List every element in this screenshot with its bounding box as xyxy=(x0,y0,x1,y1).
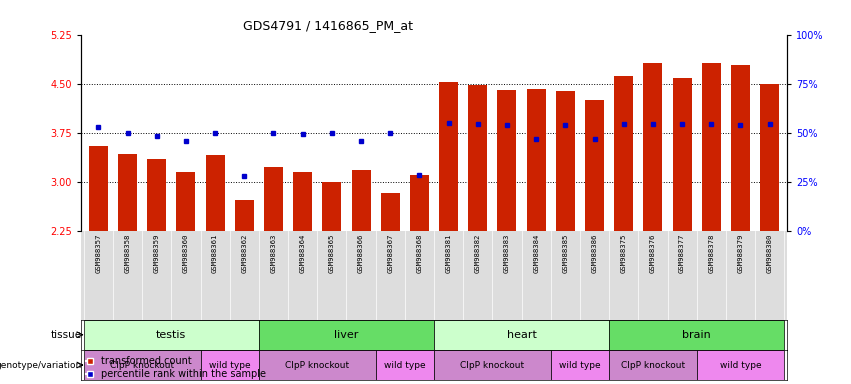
Bar xyxy=(498,90,517,230)
Legend: transformed count, percentile rank within the sample: transformed count, percentile rank withi… xyxy=(86,356,266,379)
Bar xyxy=(434,350,551,380)
Bar xyxy=(176,172,196,230)
Bar xyxy=(702,63,721,230)
Text: tissue: tissue xyxy=(50,330,82,340)
Title: GDS4791 / 1416865_PM_at: GDS4791 / 1416865_PM_at xyxy=(243,19,413,32)
Text: genotype/variation: genotype/variation xyxy=(0,361,82,369)
Text: GSM988376: GSM988376 xyxy=(650,233,656,273)
Bar xyxy=(294,172,312,230)
Text: GSM988366: GSM988366 xyxy=(358,233,364,273)
Bar xyxy=(201,350,259,380)
Bar xyxy=(259,350,375,380)
Bar xyxy=(323,182,341,230)
Bar xyxy=(585,100,604,230)
Text: brain: brain xyxy=(683,330,711,340)
Bar xyxy=(264,167,283,230)
Text: GSM988385: GSM988385 xyxy=(563,233,568,273)
Bar xyxy=(259,319,434,350)
Text: GSM988357: GSM988357 xyxy=(95,233,101,273)
Text: GSM988379: GSM988379 xyxy=(738,233,744,273)
Bar xyxy=(351,170,370,230)
Text: wild type: wild type xyxy=(720,361,762,369)
Text: GSM988378: GSM988378 xyxy=(708,233,714,273)
Bar xyxy=(434,319,609,350)
Bar xyxy=(551,350,609,380)
Text: GSM988375: GSM988375 xyxy=(620,233,626,273)
Bar xyxy=(380,193,400,230)
Text: GSM988384: GSM988384 xyxy=(534,233,540,273)
Text: GSM988381: GSM988381 xyxy=(446,233,452,273)
Text: testis: testis xyxy=(157,330,186,340)
Text: GSM988359: GSM988359 xyxy=(154,233,160,273)
Bar xyxy=(556,91,574,230)
Text: liver: liver xyxy=(334,330,358,340)
Text: GSM988360: GSM988360 xyxy=(183,233,189,273)
Bar xyxy=(760,84,780,230)
Text: GSM988382: GSM988382 xyxy=(475,233,481,273)
Bar xyxy=(439,81,458,230)
Bar xyxy=(147,159,166,230)
Text: GSM988368: GSM988368 xyxy=(416,233,422,273)
Text: GSM988365: GSM988365 xyxy=(328,233,334,273)
Bar xyxy=(118,154,137,230)
Bar xyxy=(643,63,662,230)
Bar xyxy=(83,350,201,380)
Text: GSM988377: GSM988377 xyxy=(679,233,685,273)
Text: GSM988361: GSM988361 xyxy=(212,233,218,273)
Bar xyxy=(375,350,434,380)
Text: GSM988380: GSM988380 xyxy=(767,233,773,273)
Bar xyxy=(206,156,225,230)
Text: GSM988364: GSM988364 xyxy=(300,233,306,273)
Text: ClpP knockout: ClpP knockout xyxy=(285,361,349,369)
Bar xyxy=(697,350,785,380)
Bar xyxy=(89,146,108,230)
Bar xyxy=(235,200,254,230)
Text: ClpP knockout: ClpP knockout xyxy=(621,361,685,369)
Bar xyxy=(609,319,785,350)
Bar xyxy=(83,319,259,350)
Text: GSM988367: GSM988367 xyxy=(387,233,393,273)
Text: GSM988362: GSM988362 xyxy=(242,233,248,273)
Text: GSM988358: GSM988358 xyxy=(124,233,130,273)
Text: ClpP knockout: ClpP knockout xyxy=(460,361,524,369)
Text: GSM988386: GSM988386 xyxy=(591,233,597,273)
Bar xyxy=(731,65,750,230)
Text: heart: heart xyxy=(506,330,536,340)
Bar xyxy=(609,350,697,380)
Text: wild type: wild type xyxy=(208,361,250,369)
Bar xyxy=(672,78,692,230)
Bar xyxy=(527,89,545,230)
Bar xyxy=(614,76,633,230)
Text: GSM988383: GSM988383 xyxy=(504,233,510,273)
Bar xyxy=(410,175,429,230)
Text: wild type: wild type xyxy=(384,361,426,369)
Text: GSM988363: GSM988363 xyxy=(271,233,277,273)
Text: wild type: wild type xyxy=(559,361,601,369)
Bar xyxy=(468,85,488,230)
Text: ClpP knockout: ClpP knockout xyxy=(110,361,174,369)
